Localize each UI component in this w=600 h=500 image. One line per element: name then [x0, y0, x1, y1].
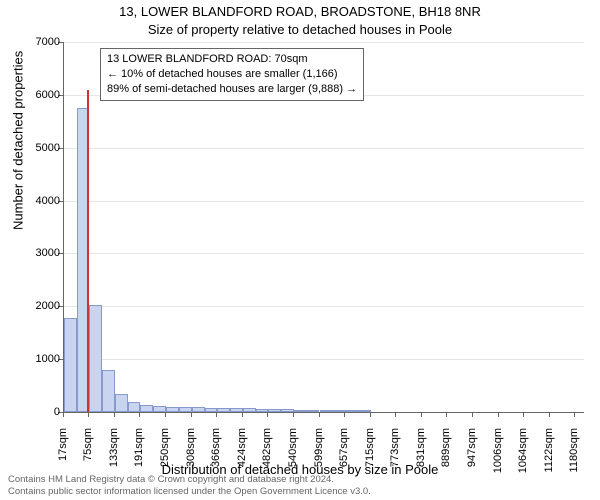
x-tick-mark: [549, 412, 550, 417]
histogram-bar: [115, 394, 128, 412]
x-tick-label: 773sqm: [389, 428, 401, 488]
gridline: [64, 359, 584, 360]
footer-line2: Contains public sector information licen…: [8, 486, 371, 498]
chart-container: 13, LOWER BLANDFORD ROAD, BROADSTONE, BH…: [0, 0, 600, 500]
x-tick-label: 1122sqm: [543, 428, 555, 488]
x-tick-label: 1064sqm: [517, 428, 529, 488]
x-tick-mark: [498, 412, 499, 417]
chart-title-main: 13, LOWER BLANDFORD ROAD, BROADSTONE, BH…: [0, 4, 600, 19]
histogram-bar: [294, 410, 307, 412]
x-tick-mark: [523, 412, 524, 417]
gridline: [64, 306, 584, 307]
x-tick-mark: [191, 412, 192, 417]
x-tick-mark: [63, 412, 64, 417]
x-tick-mark: [88, 412, 89, 417]
x-tick-mark: [446, 412, 447, 417]
annotation-line2: ← 10% of detached houses are smaller (1,…: [107, 67, 357, 82]
histogram-bar: [140, 405, 153, 412]
gridline: [64, 201, 584, 202]
histogram-bar: [268, 409, 281, 412]
histogram-bar: [345, 410, 358, 412]
gridline: [64, 148, 584, 149]
y-tick-label: 0: [10, 406, 60, 418]
histogram-bar: [243, 408, 256, 412]
x-tick-mark: [370, 412, 371, 417]
x-tick-mark: [114, 412, 115, 417]
x-tick-mark: [216, 412, 217, 417]
histogram-bar: [192, 407, 205, 412]
x-tick-mark: [139, 412, 140, 417]
x-tick-mark: [267, 412, 268, 417]
y-tick-label: 5000: [10, 142, 60, 154]
x-tick-mark: [165, 412, 166, 417]
y-tick-label: 2000: [10, 300, 60, 312]
gridline: [64, 253, 584, 254]
x-tick-mark: [421, 412, 422, 417]
y-tick-label: 4000: [10, 195, 60, 207]
y-tick-label: 6000: [10, 89, 60, 101]
histogram-bar: [307, 410, 320, 412]
y-tick-label: 7000: [10, 36, 60, 48]
annotation-box: 13 LOWER BLANDFORD ROAD: 70sqm ← 10% of …: [100, 48, 364, 101]
y-tick-label: 3000: [10, 247, 60, 259]
x-tick-mark: [344, 412, 345, 417]
x-tick-mark: [242, 412, 243, 417]
gridline: [64, 42, 584, 43]
x-tick-label: 947sqm: [466, 428, 478, 488]
y-tick-label: 1000: [10, 353, 60, 365]
x-tick-mark: [395, 412, 396, 417]
x-tick-label: 1180sqm: [568, 428, 580, 488]
histogram-bar: [102, 370, 115, 412]
x-tick-label: 889sqm: [440, 428, 452, 488]
x-tick-mark: [574, 412, 575, 417]
property-marker-line: [87, 90, 89, 412]
histogram-bar: [89, 305, 102, 412]
x-tick-label: 831sqm: [415, 428, 427, 488]
x-tick-mark: [472, 412, 473, 417]
histogram-bar: [217, 408, 230, 412]
histogram-bar: [153, 406, 166, 412]
histogram-bar: [128, 402, 141, 412]
annotation-line1: 13 LOWER BLANDFORD ROAD: 70sqm: [107, 52, 357, 67]
x-tick-mark: [293, 412, 294, 417]
histogram-bar: [166, 407, 179, 412]
x-tick-mark: [319, 412, 320, 417]
annotation-line3: 89% of semi-detached houses are larger (…: [107, 82, 357, 97]
x-tick-label: 1006sqm: [492, 428, 504, 488]
footer-line1: Contains HM Land Registry data © Crown c…: [8, 474, 371, 486]
footer-attribution: Contains HM Land Registry data © Crown c…: [8, 474, 371, 498]
histogram-bar: [64, 318, 77, 412]
chart-title-sub: Size of property relative to detached ho…: [0, 22, 600, 37]
histogram-bar: [320, 410, 333, 412]
